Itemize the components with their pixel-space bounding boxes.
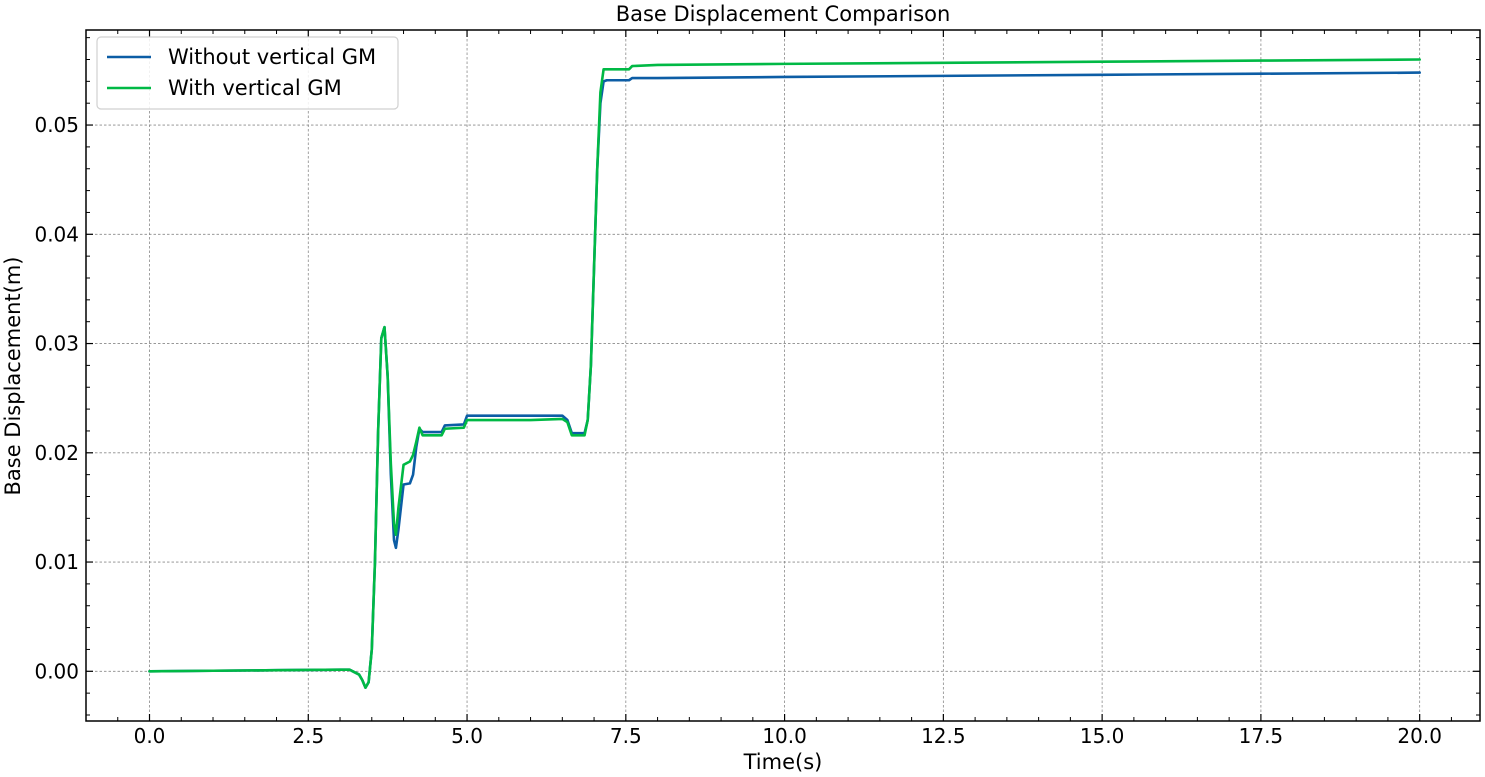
ticks: [86, 30, 1480, 721]
tick-labels: 0.0 2.5 5.0 7.5 10.0 12.5 15.0 17.5 20.0 0.00 0.01…: [34, 113, 1441, 748]
x-tick-label: 7.5: [610, 724, 642, 748]
series-line-without-vertical-gm: [148, 71, 1421, 689]
x-tick-label: 20.0: [1397, 724, 1442, 748]
y-tick-label: 0.01: [34, 550, 79, 574]
x-tick-label: 12.5: [921, 724, 966, 748]
x-tick-label: 5.0: [451, 724, 483, 748]
x-tick-label: 0.0: [134, 724, 166, 748]
y-tick-label: 0.04: [34, 222, 79, 246]
y-tick-label: 0.00: [34, 659, 79, 683]
x-tick-label: 10.0: [762, 724, 807, 748]
legend: Without vertical GM With vertical GM: [96, 36, 399, 110]
plot-frame: [85, 29, 1481, 722]
series-line-with-vertical-gm: [148, 58, 1421, 689]
x-tick-label: 17.5: [1239, 724, 1284, 748]
grid: [86, 30, 1480, 721]
y-tick-label: 0.02: [34, 441, 79, 465]
y-tick-label: 0.05: [34, 113, 79, 137]
y-tick-label: 0.03: [34, 332, 79, 356]
x-tick-label: 2.5: [292, 724, 324, 748]
x-tick-label: 15.0: [1080, 724, 1125, 748]
chart-title: Base Displacement Comparison: [616, 2, 951, 26]
y-axis-label: Base Displacement(m): [1, 256, 25, 495]
legend-label: Without vertical GM: [168, 45, 376, 69]
series-group: [148, 58, 1421, 689]
legend-box: [96, 36, 399, 110]
x-axis-label: Time(s): [743, 750, 823, 774]
legend-label: With vertical GM: [168, 76, 342, 100]
